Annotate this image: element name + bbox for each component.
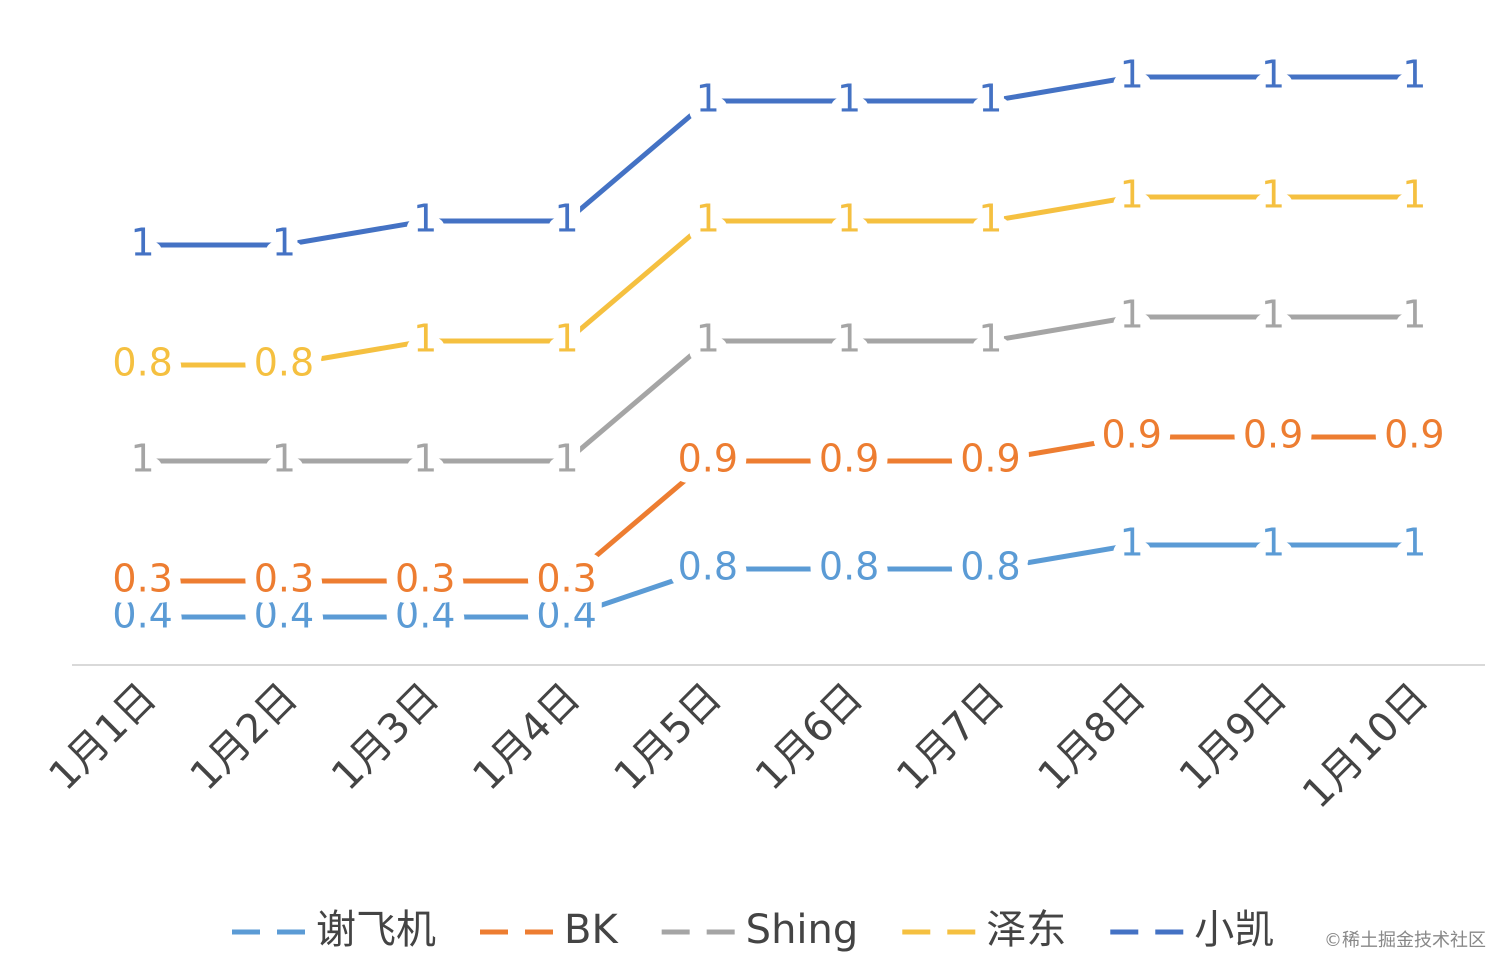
line	[142, 314, 1415, 464]
line	[142, 434, 1415, 584]
legend-label: 谢飞机	[316, 907, 436, 953]
data-label: 1	[837, 77, 861, 121]
data-label: 1	[1402, 293, 1426, 337]
data-label: 1	[1120, 173, 1144, 217]
data-label: 1	[1402, 173, 1426, 217]
data-label: 1	[131, 437, 155, 481]
data-label: 1	[1261, 521, 1285, 565]
data-label: 1	[1402, 521, 1426, 565]
line	[142, 194, 1415, 368]
data-label: 1	[837, 197, 861, 241]
data-label: 1	[554, 197, 578, 241]
data-label: 1	[1261, 293, 1285, 337]
data-label: 1	[696, 77, 720, 121]
data-label: 1	[978, 77, 1002, 121]
data-label: 1	[554, 437, 578, 481]
legend-label: 小凯	[1194, 907, 1274, 953]
data-label: 1	[696, 317, 720, 361]
data-label: 1	[696, 197, 720, 241]
data-label: 0.9	[819, 437, 879, 481]
data-label: 0.8	[254, 341, 314, 385]
data-label: 1	[1402, 53, 1426, 97]
legend-label: 泽东	[986, 907, 1066, 953]
data-label: 1	[1120, 293, 1144, 337]
data-label: 0.9	[1384, 413, 1444, 457]
watermark: ©稀土掘金技术社区	[1324, 930, 1486, 951]
data-label: 0.3	[112, 557, 172, 601]
data-label: 0.9	[1102, 413, 1162, 457]
data-label: 1	[978, 317, 1002, 361]
data-label: 0.8	[960, 545, 1020, 589]
data-label: 1	[272, 437, 296, 481]
legend-label: Shing	[746, 907, 859, 953]
data-label: 0.8	[678, 545, 738, 589]
data-label: 0.9	[960, 437, 1020, 481]
data-label: 0.9	[678, 437, 738, 481]
data-label: 0.9	[1243, 413, 1303, 457]
data-label: 0.3	[536, 557, 596, 601]
data-label: 0.3	[254, 557, 314, 601]
data-label: 1	[1261, 173, 1285, 217]
data-label: 1	[413, 197, 437, 241]
data-label: 1	[272, 221, 296, 265]
data-label: 0.3	[395, 557, 455, 601]
line	[142, 74, 1415, 248]
legend-label: BK	[564, 907, 619, 953]
data-label: 1	[413, 437, 437, 481]
line	[142, 542, 1415, 620]
data-label: 1	[1261, 53, 1285, 97]
data-label: 1	[837, 317, 861, 361]
data-label: 1	[1120, 521, 1144, 565]
data-label: 0.8	[112, 341, 172, 385]
data-label: 1	[413, 317, 437, 361]
data-label: 1	[978, 197, 1002, 241]
data-label: 1	[1120, 53, 1144, 97]
data-label: 1	[131, 221, 155, 265]
data-label: 1	[554, 317, 578, 361]
data-label: 0.8	[819, 545, 879, 589]
